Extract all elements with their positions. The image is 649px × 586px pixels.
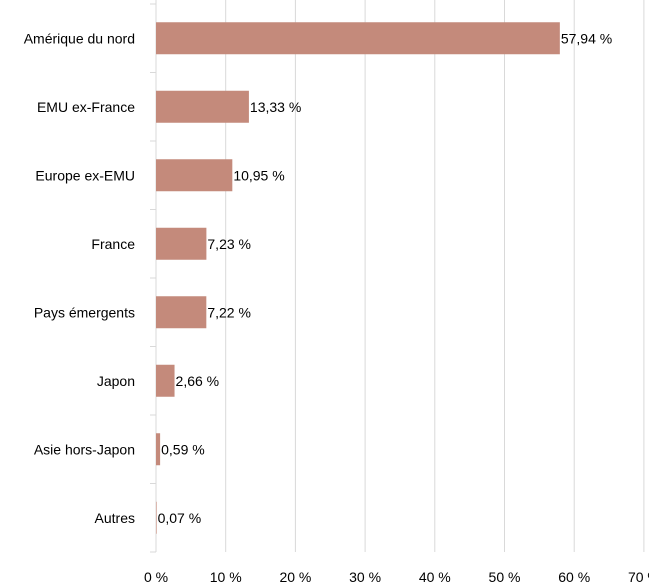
bar <box>156 433 161 466</box>
x-tick-label: 70 % <box>628 569 649 585</box>
category-label: Europe ex-EMU <box>35 167 135 183</box>
data-label: 2,66 % <box>176 373 220 389</box>
data-label: 10,95 % <box>233 167 284 183</box>
x-tick-label: 50 % <box>489 569 521 585</box>
bar <box>156 22 560 55</box>
x-tick-label: 60 % <box>558 569 590 585</box>
data-label: 13,33 % <box>250 99 301 115</box>
bar <box>156 296 207 329</box>
data-label: 0,59 % <box>161 441 205 457</box>
category-label: EMU ex-France <box>37 99 135 115</box>
data-label: 7,23 % <box>207 236 251 252</box>
data-label: 0,07 % <box>158 510 202 526</box>
bar <box>156 364 175 397</box>
x-tick-label: 0 % <box>144 569 168 585</box>
x-tick-label: 10 % <box>210 569 242 585</box>
x-tick-label: 40 % <box>419 569 451 585</box>
x-axis-tick-labels: 0 % 10 % 20 % 30 % 40 % 50 % 60 % 70 % <box>144 569 649 585</box>
category-labels: Amérique du nord EMU ex-France Europe ex-E… <box>24 30 136 526</box>
data-label: 57,94 % <box>561 30 612 46</box>
x-tick-label: 20 % <box>279 569 311 585</box>
grid-lines <box>225 0 645 552</box>
category-label: Autres <box>95 510 135 526</box>
category-label: Japon <box>97 373 135 389</box>
category-label: Amérique du nord <box>24 30 135 46</box>
bar <box>156 159 233 192</box>
bar <box>156 501 157 534</box>
category-axis <box>150 0 157 553</box>
bar <box>156 227 207 260</box>
category-label: Asie hors-Japon <box>34 441 135 457</box>
category-label: Pays émergents <box>34 304 135 320</box>
data-labels: 57,94 % 13,33 % 10,95 % 7,23 % 7,22 % 2,66 % 0… <box>158 30 613 526</box>
bar <box>156 90 249 123</box>
x-tick-label: 30 % <box>349 569 381 585</box>
data-label: 7,22 % <box>207 304 251 320</box>
bars <box>156 22 560 534</box>
category-label: France <box>91 236 135 252</box>
